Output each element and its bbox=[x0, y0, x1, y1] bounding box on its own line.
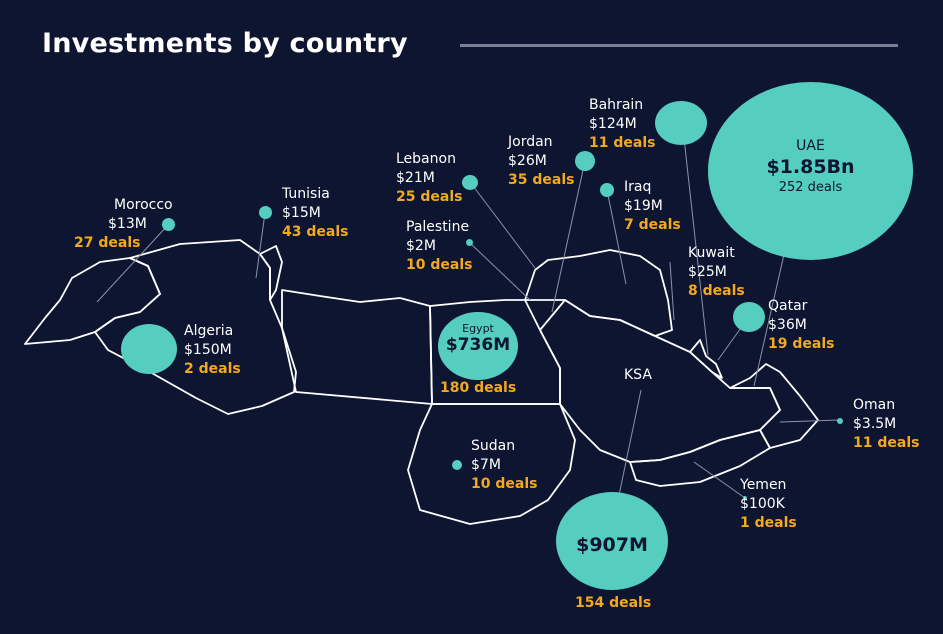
levant-outline bbox=[524, 249, 673, 337]
jordan-name: Jordan bbox=[508, 134, 553, 150]
tunisia-deals: 43 deals bbox=[282, 224, 349, 240]
algeria-amount: $150M bbox=[184, 342, 232, 358]
ksa-name: KSA bbox=[624, 367, 652, 383]
qatar-label: Qatar $36M 19 deals bbox=[768, 297, 834, 354]
tunisia-label: Tunisia $15M 43 deals bbox=[282, 185, 348, 242]
jordan-amount: $26M bbox=[508, 153, 547, 169]
sudan-dot[interactable] bbox=[452, 460, 462, 470]
jordan-dot[interactable] bbox=[575, 151, 595, 171]
kuwait-amount: $25M bbox=[688, 264, 727, 280]
lebanon-name: Lebanon bbox=[396, 151, 456, 167]
tunisia-dot[interactable] bbox=[259, 206, 272, 219]
algeria-name: Algeria bbox=[184, 323, 234, 339]
uae-label: UAE $1.85Bn 252 deals bbox=[708, 138, 913, 195]
sudan-deals: 10 deals bbox=[471, 476, 538, 492]
morocco-dot[interactable] bbox=[162, 218, 175, 231]
ksa-amount: $907M bbox=[576, 534, 648, 556]
oman-dot[interactable] bbox=[837, 418, 843, 424]
iraq-dot[interactable] bbox=[600, 183, 614, 197]
uae-bubble[interactable] bbox=[708, 82, 913, 260]
bahrain-label: Bahrain $124M 11 deals bbox=[589, 96, 655, 153]
yemen-amount: $100K bbox=[740, 496, 785, 512]
oman-name: Oman bbox=[853, 397, 896, 413]
palestine-dot[interactable] bbox=[466, 239, 473, 246]
algeria-label: Algeria $150M 2 deals bbox=[184, 322, 241, 379]
iraq-label: Iraq $19M 7 deals bbox=[624, 178, 681, 235]
kuwait-name: Kuwait bbox=[688, 245, 735, 261]
oman-amount: $3.5M bbox=[853, 416, 897, 432]
sudan-label: Sudan $7M 10 deals bbox=[471, 437, 537, 494]
bahrain-bubble[interactable] bbox=[655, 101, 707, 145]
egypt-deals: 180 deals bbox=[440, 380, 517, 396]
page-title: Investments by country bbox=[42, 28, 408, 59]
tunisia-name: Tunisia bbox=[282, 186, 330, 202]
gulf-coast bbox=[689, 339, 723, 379]
yemen-deals: 1 deals bbox=[740, 515, 797, 531]
title-divider bbox=[460, 44, 898, 47]
iraq-amount: $19M bbox=[624, 198, 663, 214]
iraq-deals: 7 deals bbox=[624, 217, 681, 233]
tunisia-amount: $15M bbox=[282, 205, 321, 221]
kuwait-deals: 8 deals bbox=[688, 283, 745, 299]
egypt-amount: $736M bbox=[445, 335, 511, 355]
morocco-amount: $13M bbox=[108, 216, 147, 232]
egypt-name: Egypt bbox=[462, 322, 494, 335]
qatar-bubble[interactable] bbox=[733, 302, 765, 332]
uae-deals: 252 deals bbox=[778, 180, 843, 195]
yemen-dot[interactable] bbox=[743, 496, 747, 500]
ksa-deals-label: 154 deals bbox=[575, 594, 651, 613]
yemen-label: Yemen $100K 1 deals bbox=[740, 476, 797, 533]
lebanon-dot[interactable] bbox=[462, 175, 478, 190]
uae-amount: $1.85Bn bbox=[766, 156, 855, 178]
ksa-deals: 154 deals bbox=[575, 595, 652, 611]
qatar-deals: 19 deals bbox=[768, 336, 835, 352]
morocco-name: Morocco bbox=[114, 197, 173, 213]
oman-label: Oman $3.5M 11 deals bbox=[853, 396, 919, 453]
iraq-name: Iraq bbox=[624, 179, 652, 195]
ksa-label: KSA bbox=[624, 366, 652, 385]
lebanon-deals: 25 deals bbox=[396, 189, 463, 205]
palestine-name: Palestine bbox=[406, 219, 470, 235]
lebanon-label: Lebanon $21M 25 deals bbox=[396, 150, 462, 207]
jordan-deals: 35 deals bbox=[508, 172, 575, 188]
sudan-name: Sudan bbox=[471, 438, 516, 454]
morocco-label: Morocco $13M 27 deals bbox=[74, 196, 173, 253]
kuwait-label: Kuwait $25M 8 deals bbox=[688, 244, 745, 301]
egypt-label: Egypt $736M bbox=[438, 322, 518, 355]
jordan-label: Jordan $26M 35 deals bbox=[508, 133, 574, 190]
oman-outline bbox=[729, 363, 819, 449]
morocco-deals: 27 deals bbox=[74, 235, 141, 251]
algeria-deals: 2 deals bbox=[184, 361, 241, 377]
algeria-bubble[interactable] bbox=[121, 324, 177, 374]
uae-name: UAE bbox=[796, 138, 825, 154]
palestine-deals: 10 deals bbox=[406, 257, 473, 273]
qatar-amount: $36M bbox=[768, 317, 807, 333]
yemen-name: Yemen bbox=[740, 477, 787, 493]
libya-outline bbox=[281, 289, 433, 405]
bahrain-amount: $124M bbox=[589, 116, 637, 132]
lebanon-amount: $21M bbox=[396, 170, 435, 186]
bahrain-name: Bahrain bbox=[589, 97, 644, 113]
egypt-bubble[interactable] bbox=[438, 312, 518, 380]
qatar-name: Qatar bbox=[768, 298, 808, 314]
sudan-outline bbox=[407, 403, 576, 525]
bahrain-deals: 11 deals bbox=[589, 135, 656, 151]
tunisia-outline bbox=[259, 245, 283, 301]
palestine-amount: $2M bbox=[406, 238, 436, 254]
egypt-deals-label: 180 deals bbox=[440, 379, 516, 398]
ksa-bubble[interactable] bbox=[556, 492, 668, 590]
sudan-amount: $7M bbox=[471, 457, 501, 473]
oman-deals: 11 deals bbox=[853, 435, 920, 451]
palestine-label: Palestine $2M 10 deals bbox=[406, 218, 472, 275]
